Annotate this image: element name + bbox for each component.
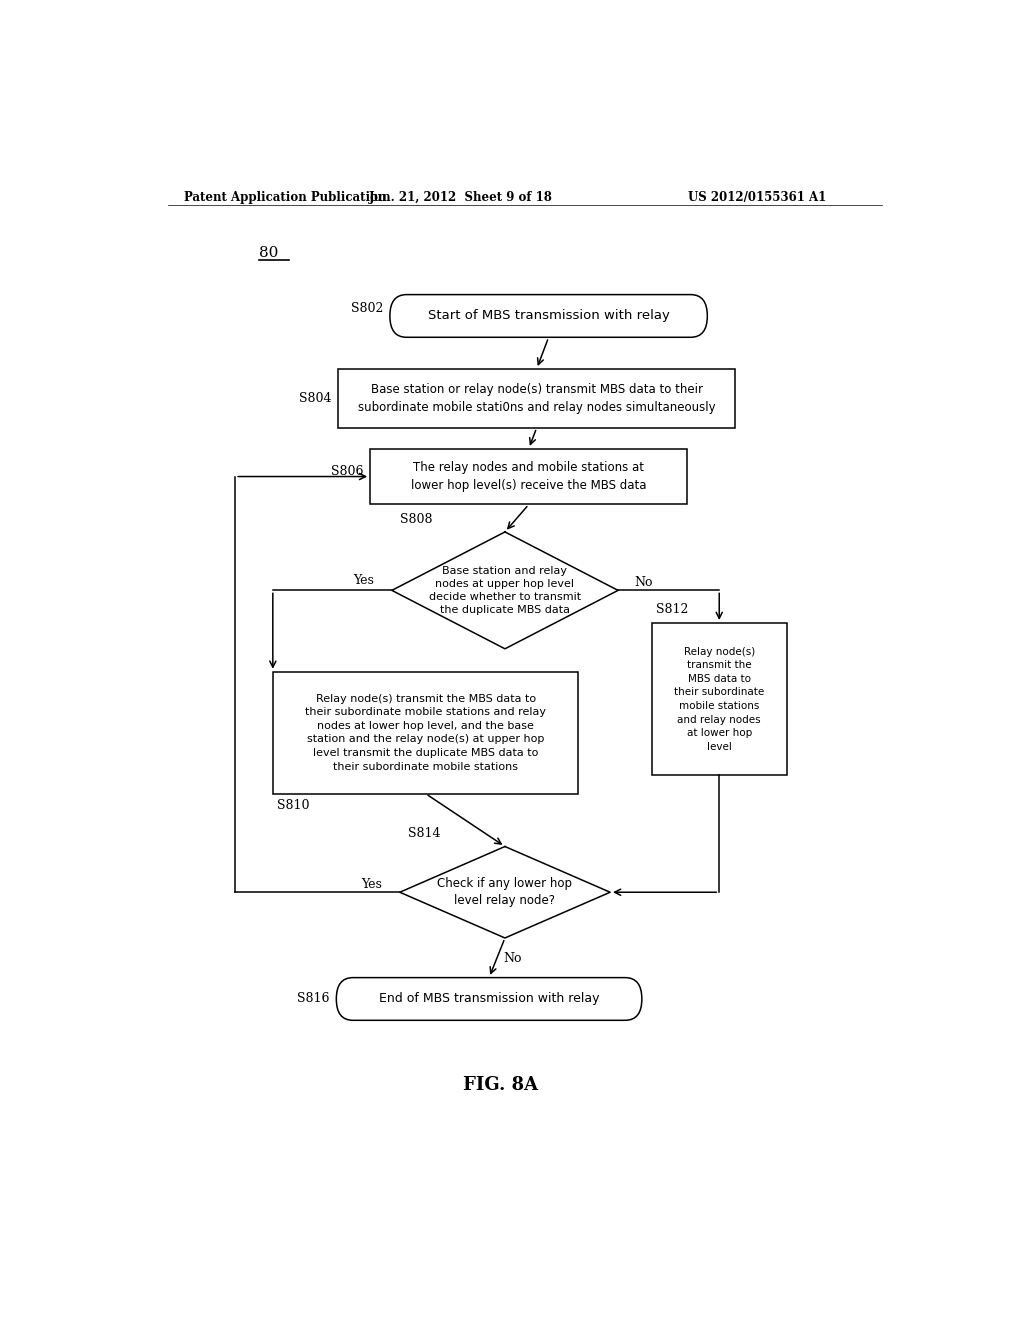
Bar: [272, 672, 579, 793]
Text: Start of MBS transmission with relay: Start of MBS transmission with relay: [428, 309, 670, 322]
Text: Patent Application Publication: Patent Application Publication: [183, 190, 386, 203]
Text: Relay node(s) transmit the MBS data to
their subordinate mobile stations and rel: Relay node(s) transmit the MBS data to t…: [305, 694, 546, 772]
Text: S802: S802: [351, 302, 384, 315]
Text: S804: S804: [299, 392, 332, 405]
Text: No: No: [634, 576, 652, 589]
Text: Yes: Yes: [353, 574, 375, 586]
Text: S814: S814: [408, 826, 440, 840]
Text: Jun. 21, 2012  Sheet 9 of 18: Jun. 21, 2012 Sheet 9 of 18: [370, 190, 553, 203]
Text: US 2012/0155361 A1: US 2012/0155361 A1: [688, 190, 826, 203]
Text: S806: S806: [331, 465, 364, 478]
Text: The relay nodes and mobile stations at
lower hop level(s) receive the MBS data: The relay nodes and mobile stations at l…: [411, 461, 646, 492]
FancyBboxPatch shape: [336, 978, 642, 1020]
Text: End of MBS transmission with relay: End of MBS transmission with relay: [379, 993, 599, 1006]
Bar: [338, 368, 735, 428]
FancyBboxPatch shape: [390, 294, 708, 338]
Text: S810: S810: [276, 800, 309, 812]
Text: S816: S816: [297, 993, 330, 1006]
Text: FIG. 8A: FIG. 8A: [464, 1076, 539, 1094]
Text: Base station and relay
nodes at upper hop level
decide whether to transmit
the d: Base station and relay nodes at upper ho…: [429, 565, 581, 615]
Text: S808: S808: [399, 513, 432, 527]
Text: No: No: [504, 952, 522, 965]
Text: 80: 80: [259, 246, 279, 260]
Bar: [652, 623, 786, 775]
Text: Relay node(s)
transmit the
MBS data to
their subordinate
mobile stations
and rel: Relay node(s) transmit the MBS data to t…: [674, 647, 764, 751]
Text: Yes: Yes: [361, 878, 383, 891]
Bar: [370, 449, 687, 504]
Text: S812: S812: [655, 603, 688, 616]
Text: Base station or relay node(s) transmit MBS data to their
subordinate mobile stat: Base station or relay node(s) transmit M…: [358, 383, 716, 413]
Text: Check if any lower hop
level relay node?: Check if any lower hop level relay node?: [437, 878, 572, 907]
